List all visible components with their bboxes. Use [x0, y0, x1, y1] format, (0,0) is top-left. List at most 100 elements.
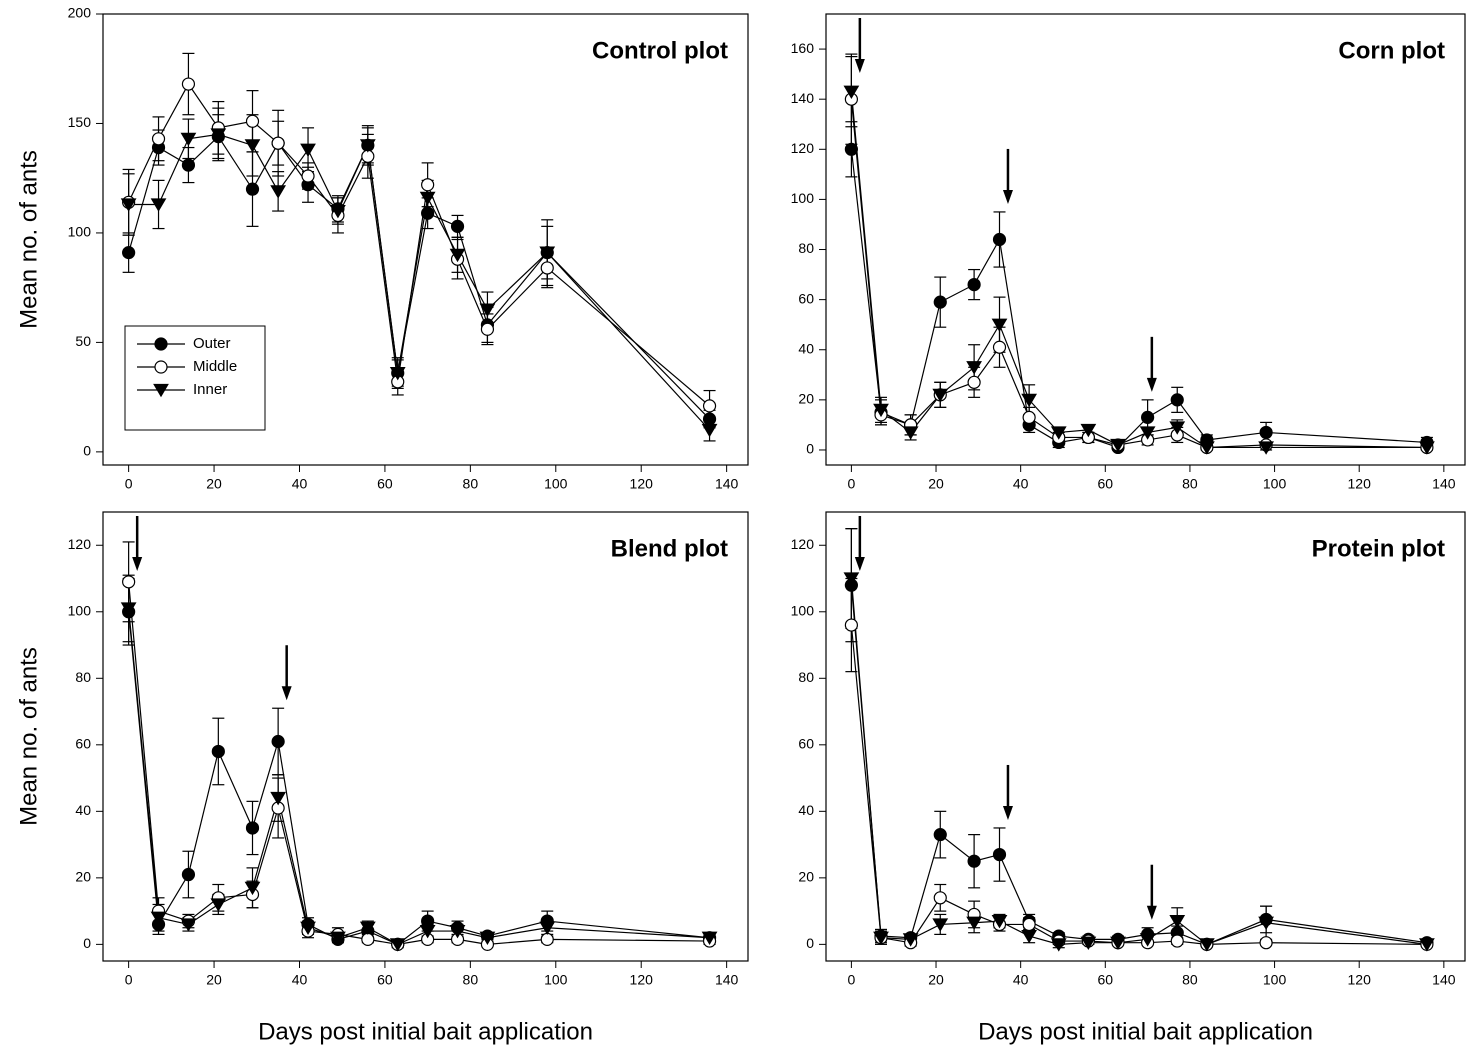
marker: [270, 791, 287, 806]
marker: [271, 734, 285, 749]
marker: [389, 366, 406, 381]
x-axis-label: Days post initial bait application: [258, 1018, 593, 1045]
marker: [1258, 441, 1274, 455]
marker: [1141, 410, 1155, 424]
marker: [180, 918, 197, 932]
marker: [992, 847, 1007, 862]
marker: [702, 412, 717, 426]
y-tick-label: 100: [791, 190, 815, 206]
plot-frame: [825, 13, 1466, 466]
marker: [902, 426, 919, 440]
bait-arrow: [132, 516, 143, 571]
marker: [245, 114, 260, 128]
x-tick-label: 40: [1013, 972, 1029, 988]
x-tick-label: 120: [630, 476, 654, 492]
x-tick-label: 40: [292, 476, 308, 492]
x-tick-label: 80: [463, 972, 479, 988]
plot-frame: [825, 511, 1466, 962]
bait-arrow: [281, 645, 292, 701]
marker: [1170, 393, 1184, 407]
marker: [300, 143, 316, 158]
marker: [967, 278, 981, 292]
marker: [701, 423, 718, 438]
marker: [1110, 438, 1126, 453]
marker: [966, 916, 982, 931]
y-tick-label: 0: [806, 441, 814, 457]
marker: [122, 246, 136, 260]
x-tick-label: 100: [1263, 972, 1287, 988]
marker: [479, 303, 496, 317]
y-tick-label: 80: [798, 669, 814, 685]
marker: [1419, 938, 1435, 952]
marker: [359, 921, 376, 936]
marker: [449, 924, 466, 939]
marker: [539, 246, 556, 260]
marker: [479, 931, 496, 946]
bait-arrow: [1002, 764, 1013, 820]
marker: [359, 139, 376, 153]
marker: [933, 295, 947, 309]
marker: [992, 232, 1007, 247]
marker: [244, 881, 261, 896]
series-line: [850, 585, 1427, 946]
marker: [933, 828, 947, 842]
y-tick-label: 40: [798, 802, 814, 818]
marker: [1259, 936, 1273, 950]
marker: [421, 206, 435, 220]
marker: [449, 248, 466, 263]
x-tick-label: 120: [630, 972, 654, 988]
y-tick-label: 120: [791, 140, 815, 156]
marker: [271, 136, 285, 150]
marker: [873, 931, 889, 946]
x-tick-label: 60: [1098, 476, 1114, 492]
y-axis-label: Mean no. of ants: [15, 647, 42, 826]
x-tick-label: 20: [206, 972, 222, 988]
marker: [154, 337, 168, 351]
marker: [844, 142, 858, 156]
x-tick-label: 80: [463, 476, 479, 492]
legend-label: Inner: [193, 381, 227, 398]
marker: [1021, 393, 1038, 408]
y-tick-label: 60: [798, 736, 814, 752]
marker: [992, 340, 1007, 354]
x-tick-label: 120: [1348, 972, 1372, 988]
y-tick-label: 200: [68, 5, 92, 21]
y-tick-label: 80: [798, 240, 814, 256]
x-tick-label: 20: [928, 972, 944, 988]
y-tick-label: 0: [83, 443, 91, 459]
marker: [1258, 916, 1274, 931]
marker: [1170, 934, 1184, 948]
plot-frame: [102, 511, 749, 962]
marker: [902, 933, 919, 947]
marker: [211, 744, 225, 759]
marker: [844, 618, 858, 632]
x-tick-label: 100: [544, 972, 568, 988]
marker: [843, 572, 860, 586]
bait-arrow: [1002, 148, 1013, 204]
x-tick-label: 80: [1182, 476, 1198, 492]
marker: [967, 375, 981, 389]
marker: [210, 898, 227, 912]
x-tick-label: 0: [125, 476, 133, 492]
y-tick-label: 100: [68, 602, 92, 618]
marker: [967, 854, 981, 868]
arrow-head: [854, 59, 865, 73]
marker: [1419, 441, 1435, 455]
marker: [932, 388, 949, 403]
marker: [153, 383, 169, 398]
marker: [1021, 929, 1038, 944]
panel-title: Protein plot: [1312, 535, 1445, 562]
marker: [1169, 421, 1186, 435]
y-tick-label: 50: [75, 333, 91, 349]
panel-title: Corn plot: [1338, 37, 1445, 64]
y-tick-label: 100: [791, 602, 815, 618]
marker: [154, 360, 168, 374]
legend-label: Middle: [193, 358, 237, 375]
marker: [270, 185, 287, 199]
y-tick-label: 20: [798, 391, 814, 407]
marker: [843, 85, 860, 99]
x-tick-label: 140: [715, 476, 739, 492]
y-tick-label: 120: [68, 536, 92, 552]
y-axis-label: Mean no. of ants: [15, 150, 42, 329]
marker: [210, 128, 227, 142]
